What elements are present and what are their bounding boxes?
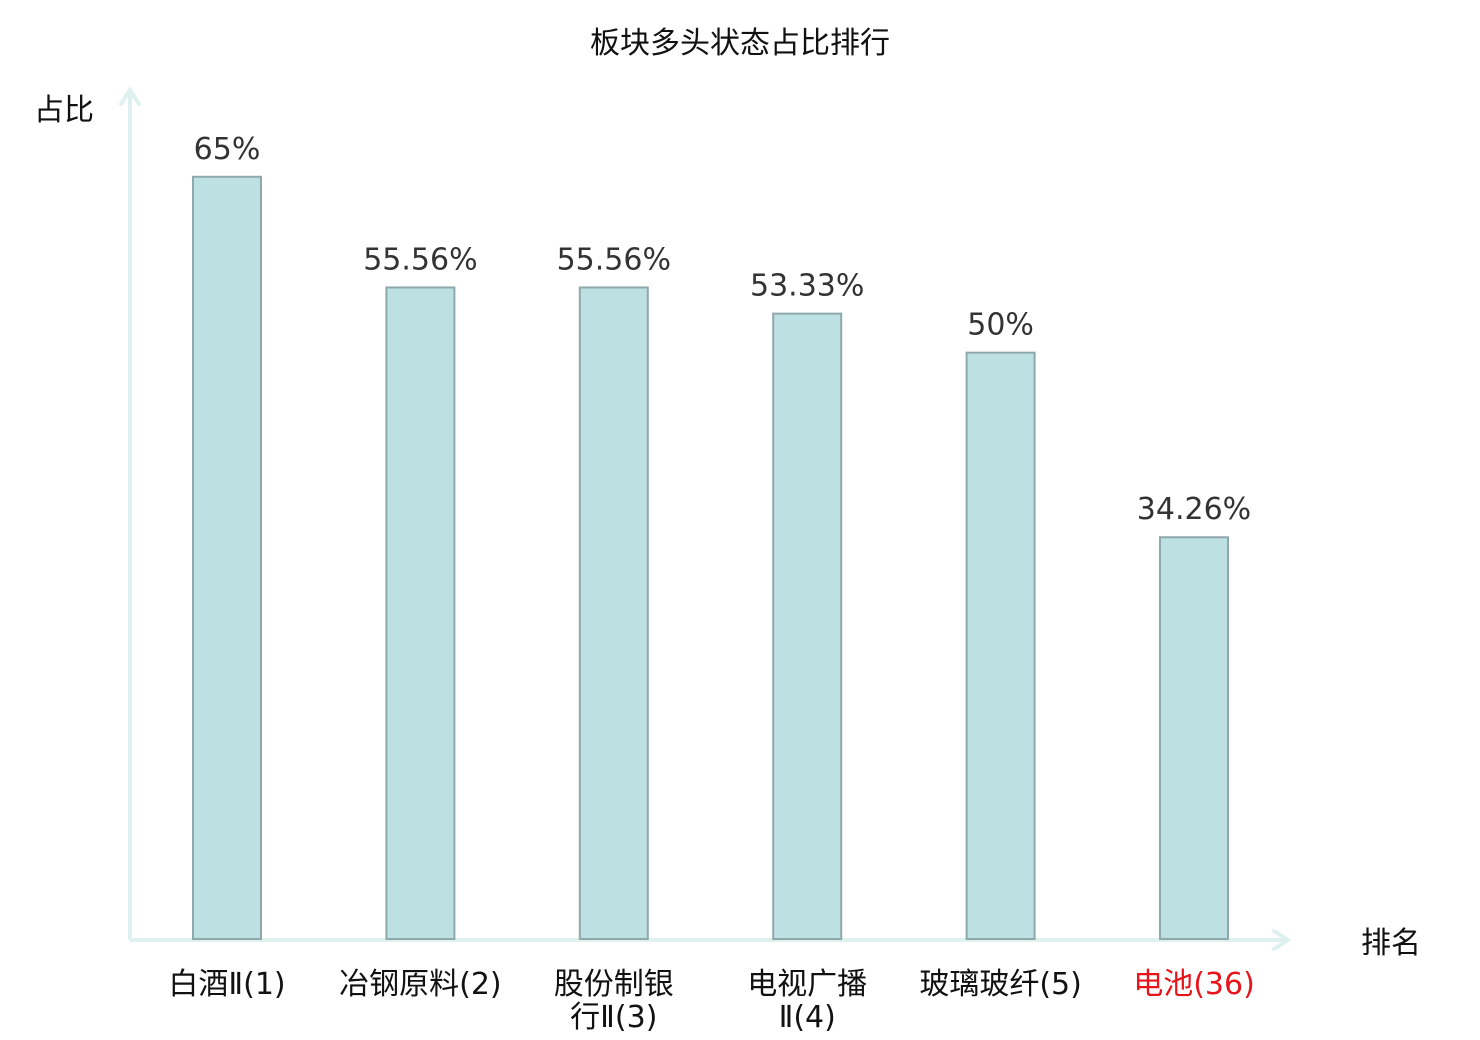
category-label: 电视广播	[747, 967, 867, 1002]
category-label: Ⅱ(4)	[779, 1000, 836, 1035]
value-labels: 65% 55.56% 55.56% 53.33% 50% 34.26%	[194, 132, 1252, 527]
category-label: 电池(36)	[1133, 967, 1255, 1002]
category-label: 股份制银	[554, 967, 674, 1002]
axes	[119, 86, 1292, 951]
bar	[385, 286, 456, 940]
category-label: 白酒Ⅱ(1)	[168, 967, 285, 1002]
bar	[578, 286, 649, 940]
y-axis-label: 占比	[34, 93, 94, 128]
value-label: 55.56%	[363, 242, 477, 277]
category-label: 冶钢原料(2)	[339, 967, 502, 1002]
bar	[772, 312, 843, 941]
category-label: 玻璃玻纤(5)	[919, 967, 1082, 1002]
chart-title: 板块多头状态占比排行	[590, 26, 890, 61]
x-axis-label: 排名	[1361, 926, 1421, 961]
y-axis-arrow	[119, 86, 141, 106]
value-label: 55.56%	[557, 242, 671, 277]
value-label: 34.26%	[1137, 492, 1251, 527]
value-label: 50%	[967, 308, 1034, 343]
value-label: 53.33%	[750, 269, 864, 304]
category-label: 行Ⅱ(3)	[570, 1000, 657, 1035]
bar	[192, 175, 262, 940]
bar	[965, 351, 1036, 941]
x-axis-arrow	[1272, 929, 1292, 951]
bars	[192, 175, 1229, 941]
bar	[1159, 536, 1229, 940]
value-label: 65%	[194, 132, 261, 167]
